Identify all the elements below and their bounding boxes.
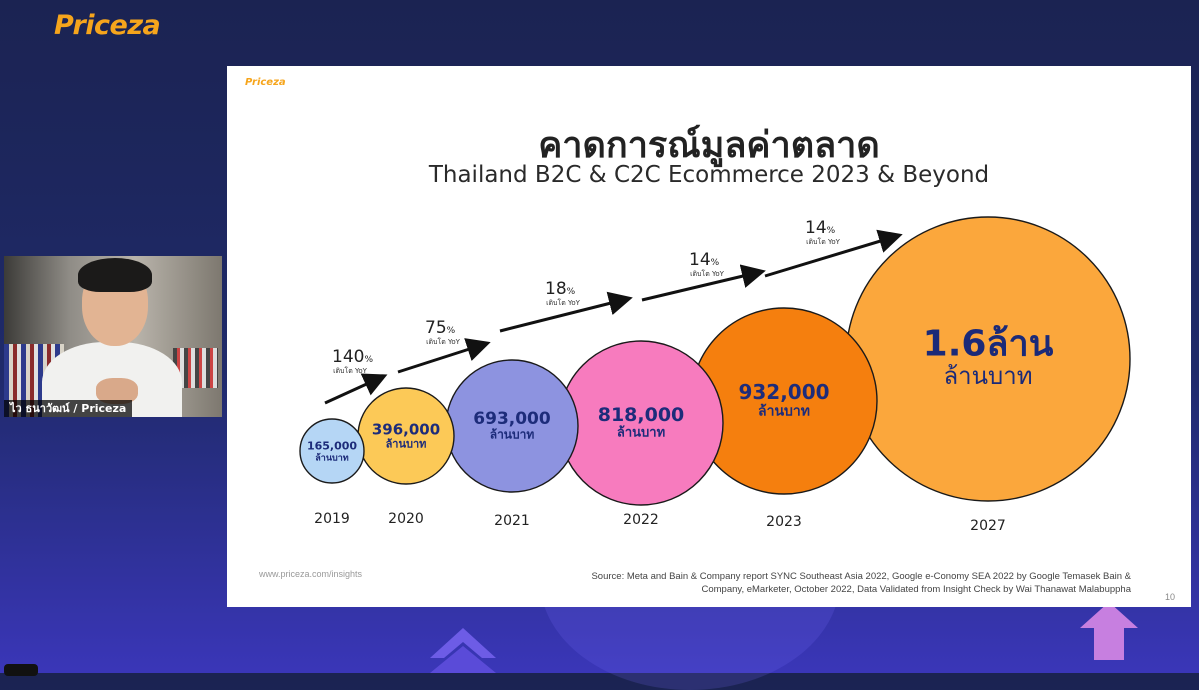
background-arrow-right [1080,602,1138,660]
bubble-unit-2022: ล้านบาท [617,425,665,441]
growth-label-1: เติบโต YoY [333,366,368,375]
bubble-unit-2023: ล้านบาท [758,404,810,420]
growth-value-1: 140% [332,347,373,367]
slide-subtitle: Thailand B2C & C2C Ecommerce 2023 & Beyo… [428,162,990,188]
growth-arrow-2 [397,338,491,374]
presenter-name-label: ไว ธนาวัฒน์ / Priceza [4,400,133,417]
growth-label-3: เติบโต YoY [546,298,581,307]
year-label-2019: 2019 [314,511,350,527]
bubble-unit-2021: ล้านบาท [490,428,535,442]
slide-page-number: 10 [1164,592,1175,602]
year-label-2020: 2020 [388,511,424,527]
year-label-2027: 2027 [970,518,1006,534]
year-label-2022: 2022 [623,512,659,528]
growth-value-2: 75% [425,318,456,338]
bubble-unit-2019: ล้านบาท [315,452,348,463]
growth-arrow-5 [764,229,903,278]
presenter-hand [96,378,138,404]
growth-value-5: 14% [805,218,836,238]
bubble-value-2027: 1.6ล้าน [923,323,1054,364]
webcam-video [4,256,222,417]
growth-label-4: เติบโต YoY [690,269,725,278]
slide-logo: Priceza [245,77,286,88]
priceza-logo: Priceza [54,10,161,41]
market-bubble-chart: 165,000ล้านบาท2019396,000ล้านบาท2020693,… [299,216,1131,534]
year-label-2023: 2023 [766,514,802,530]
corner-control[interactable] [4,664,38,676]
bubble-value-2021: 693,000 [473,409,551,429]
bubble-value-2019: 165,000 [307,440,357,453]
slide-title: คาดการณ์มูลค่าตลาด [538,125,880,166]
growth-value-4: 14% [689,250,720,270]
presenter-hair [78,258,152,292]
bubble-2019 [299,418,365,484]
bubble-value-2023: 932,000 [738,380,829,404]
year-label-2021: 2021 [494,513,530,529]
growth-value-3: 18% [545,279,576,299]
bubble-unit-2027: ล้านบาท [943,362,1032,390]
bubble-unit-2020: ล้านบาท [386,438,427,451]
growth-arrow-4 [641,264,766,302]
growth-arrow-1 [324,373,388,405]
source-note: Source: Meta and Bain & Company report S… [591,571,1131,595]
growth-label-5: เติบโต YoY [806,237,841,246]
growth-arrow-3 [499,291,633,333]
presentation-slide: Priceza คาดการณ์มูลค่าตลาด Thailand B2C … [227,66,1191,607]
site-url: www.priceza.com/insights [259,569,363,579]
growth-label-2: เติบโต YoY [426,337,461,346]
bubble-value-2022: 818,000 [598,404,685,426]
background-arrow-left [430,628,496,673]
bubble-value-2020: 396,000 [372,420,440,438]
